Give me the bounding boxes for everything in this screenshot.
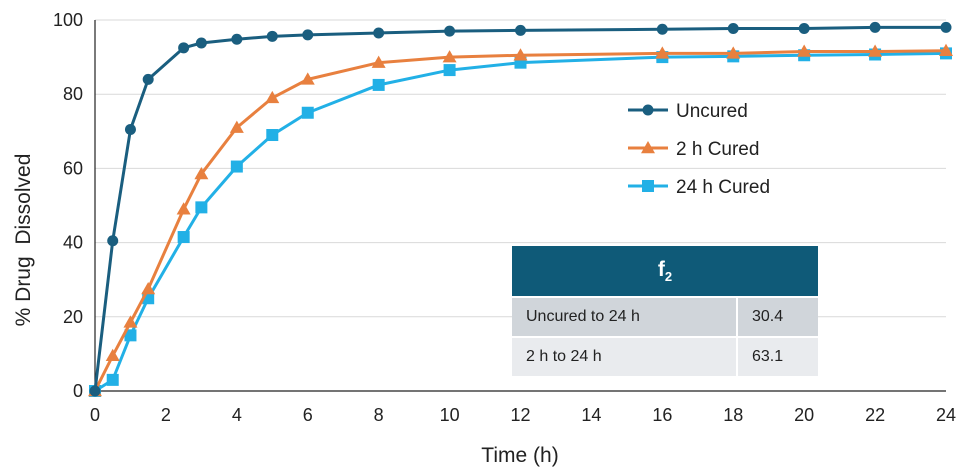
data-point xyxy=(176,202,191,215)
y-tick-label: 0 xyxy=(73,381,83,401)
data-point xyxy=(443,64,456,77)
legend-item: Uncured xyxy=(628,101,748,122)
axes xyxy=(94,20,946,392)
y-tick-label: 100 xyxy=(53,10,83,30)
data-point xyxy=(105,348,120,362)
data-point xyxy=(373,27,385,39)
legend-label: Uncured xyxy=(676,101,748,122)
legend-marker xyxy=(641,141,655,154)
data-point xyxy=(726,46,741,59)
y-axis-title: % Drug Dissolved xyxy=(12,154,35,327)
data-point xyxy=(868,44,883,57)
data-point xyxy=(515,24,526,36)
x-tick-labels: 0 2 4 6 8 10 12 14 16 18 20 22 24 xyxy=(90,405,956,425)
data-point xyxy=(194,166,209,180)
f2-table-row: Uncured to 24 h 30.4 xyxy=(512,298,818,338)
legend-marker xyxy=(642,104,654,116)
data-point xyxy=(124,329,137,342)
f2-table: f2 Uncured to 24 h 30.4 2 h to 24 h 63.1 xyxy=(512,246,818,376)
legend: Uncured 2 h Cured 24 h Cured xyxy=(628,101,770,198)
data-point xyxy=(266,30,278,42)
legend-item: 24 h Cured xyxy=(628,177,770,198)
data-point xyxy=(106,373,119,386)
x-tick-label: 2 xyxy=(161,405,171,425)
data-point xyxy=(301,106,314,119)
data-point xyxy=(195,37,207,49)
x-tick-label: 16 xyxy=(652,405,672,425)
data-point xyxy=(123,315,138,328)
f2-table-header-row: f2 xyxy=(512,246,818,298)
data-point xyxy=(124,123,136,135)
data-point xyxy=(513,48,528,61)
data-point xyxy=(797,44,812,57)
data-point xyxy=(230,160,243,173)
x-tick-label: 10 xyxy=(440,405,460,425)
data-point xyxy=(940,21,952,33)
data-point xyxy=(655,46,670,59)
x-axis-title: Time (h) xyxy=(481,444,558,467)
legend-label: 24 h Cured xyxy=(676,177,770,198)
f2-table-row: 2 h to 24 h 63.1 xyxy=(512,338,818,376)
data-point xyxy=(302,29,314,41)
y-tick-labels: 0 20 40 60 80 100 xyxy=(53,10,83,401)
data-point xyxy=(177,231,190,244)
data-point xyxy=(141,281,156,295)
data-point xyxy=(231,33,243,45)
data-point xyxy=(444,25,456,37)
x-tick-label: 14 xyxy=(581,405,601,425)
f2-row-value: 30.4 xyxy=(738,298,818,338)
data-point xyxy=(371,55,386,68)
data-point xyxy=(107,235,119,247)
data-point xyxy=(727,23,739,35)
data-point xyxy=(939,43,953,57)
series-uncured xyxy=(89,21,952,397)
legend-item: 2 h Cured xyxy=(628,139,759,160)
x-tick-label: 4 xyxy=(232,405,242,425)
f2-row-value: 63.1 xyxy=(738,338,818,376)
data-point xyxy=(372,78,385,91)
data-point xyxy=(442,50,457,63)
x-tick-label: 24 xyxy=(936,405,956,425)
series-group xyxy=(88,21,953,397)
f2-header-text: f xyxy=(657,257,665,281)
legend-marker xyxy=(642,180,654,192)
x-tick-label: 22 xyxy=(865,405,885,425)
y-tick-label: 60 xyxy=(63,158,83,178)
f2-row-label: Uncured to 24 h xyxy=(512,298,738,338)
y-tick-label: 80 xyxy=(63,84,83,104)
data-point xyxy=(798,23,810,35)
x-tick-label: 6 xyxy=(303,405,313,425)
data-point xyxy=(656,23,668,35)
x-tick-label: 8 xyxy=(374,405,384,425)
f2-row-label: 2 h to 24 h xyxy=(512,338,738,376)
x-tick-label: 0 xyxy=(90,405,100,425)
data-point xyxy=(265,90,280,104)
data-point xyxy=(869,21,881,33)
f2-header-subscript: 2 xyxy=(664,269,673,285)
data-point xyxy=(178,42,190,54)
data-point xyxy=(89,385,101,397)
data-point xyxy=(195,201,208,214)
legend-label: 2 h Cured xyxy=(676,139,759,160)
data-point xyxy=(229,120,244,133)
f2-table-header: f2 xyxy=(512,246,818,298)
x-tick-label: 18 xyxy=(723,405,743,425)
data-point xyxy=(142,73,154,85)
x-tick-label: 12 xyxy=(510,405,530,425)
data-point xyxy=(300,72,315,85)
y-tick-label: 40 xyxy=(63,233,83,253)
data-point xyxy=(266,129,279,142)
x-tick-label: 20 xyxy=(794,405,814,425)
y-tick-label: 20 xyxy=(63,307,83,327)
